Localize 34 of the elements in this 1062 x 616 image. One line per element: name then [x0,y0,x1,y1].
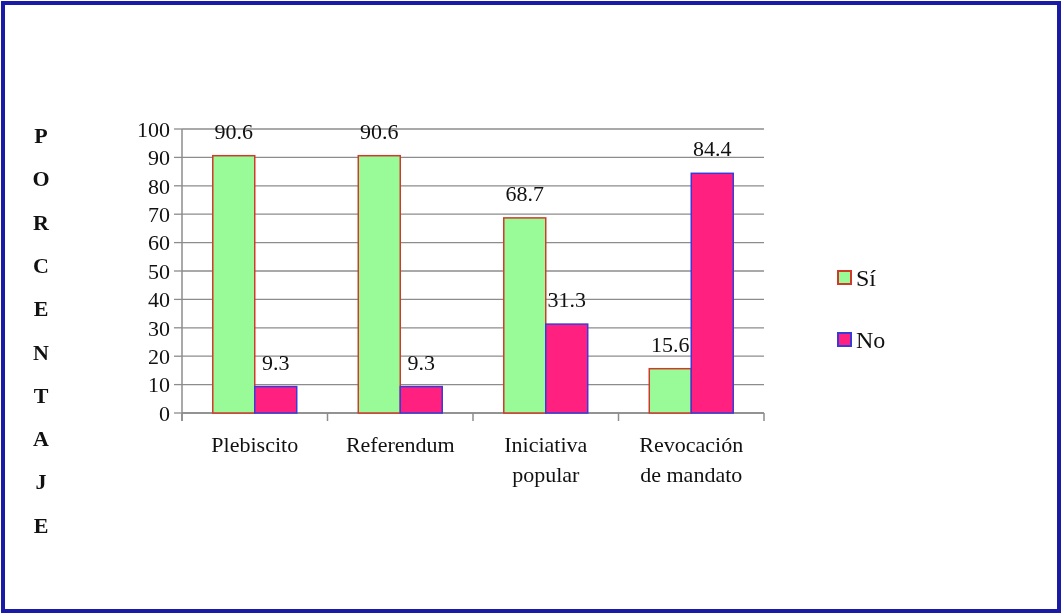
y-tick-label: 80 [148,173,170,199]
bar [545,323,589,414]
bar [399,385,443,414]
bar [357,154,401,414]
data-label: 31.3 [547,287,586,313]
y-tick-label: 30 [148,315,170,341]
legend-label: No [856,327,886,354]
y-tick-label: 70 [148,201,170,227]
y-tick-label: 40 [148,287,170,313]
y-tick-label: 50 [148,258,170,284]
data-label: 84.4 [692,136,732,162]
x-tick-label: Plebiscito [211,432,299,457]
bar [212,154,256,414]
x-tick-label: Revocación de mandato [639,432,744,487]
data-label: 90.6 [214,118,254,144]
y-tick-label: 0 [159,400,170,426]
y-tick-label: 20 [148,343,170,369]
data-label: 68.7 [505,180,545,206]
x-tick-label: Referendum [345,432,455,457]
data-label: 9.3 [407,349,435,375]
bar [254,385,298,414]
y-tick-label: 10 [148,372,170,398]
data-label: 9.3 [261,349,290,375]
text: PORCENTAJE [32,123,50,538]
bar [503,217,547,414]
bar [648,367,692,414]
y-tick-label: 100 [137,116,170,142]
bar [690,172,734,414]
legend-label: Sí [856,265,877,292]
x-tick-label: Iniciativa popular [504,432,588,487]
data-label: 90.6 [360,118,399,144]
data-label: 15.6 [651,331,690,357]
y-tick-label: 60 [148,230,170,256]
y-tick-label: 90 [148,145,170,171]
